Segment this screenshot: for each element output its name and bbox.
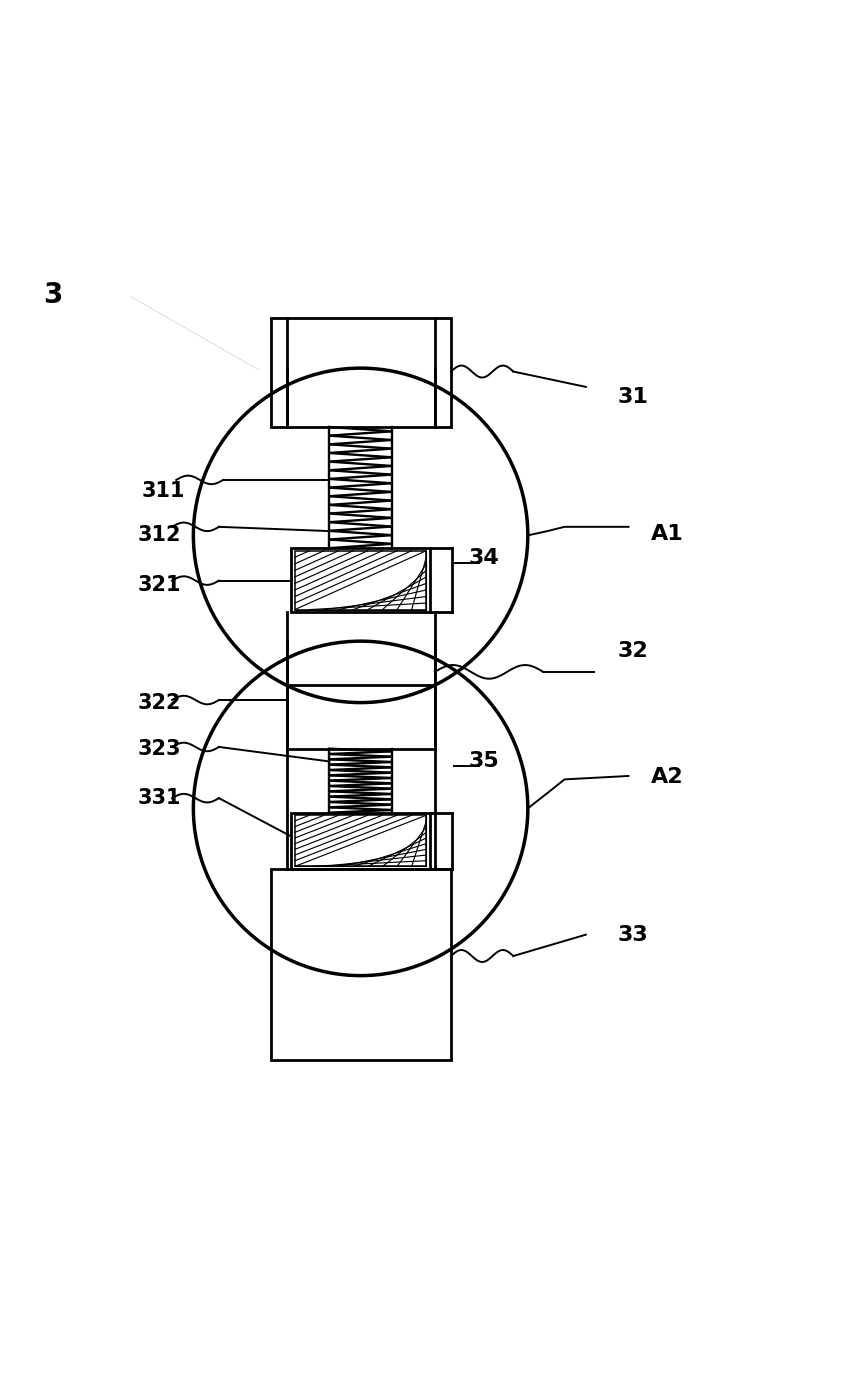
Text: 3: 3 — [43, 281, 62, 308]
Text: 321: 321 — [138, 575, 181, 595]
Text: 35: 35 — [468, 751, 499, 772]
Text: 312: 312 — [138, 526, 181, 545]
Text: 331: 331 — [138, 788, 181, 808]
Text: 311: 311 — [142, 481, 185, 501]
Text: A2: A2 — [651, 766, 683, 787]
Text: 31: 31 — [617, 387, 648, 407]
Text: A1: A1 — [651, 524, 683, 544]
Text: 34: 34 — [468, 548, 499, 567]
Text: 32: 32 — [617, 640, 648, 661]
Text: 322: 322 — [138, 693, 181, 712]
Text: 323: 323 — [138, 739, 181, 759]
Text: 33: 33 — [617, 925, 648, 945]
